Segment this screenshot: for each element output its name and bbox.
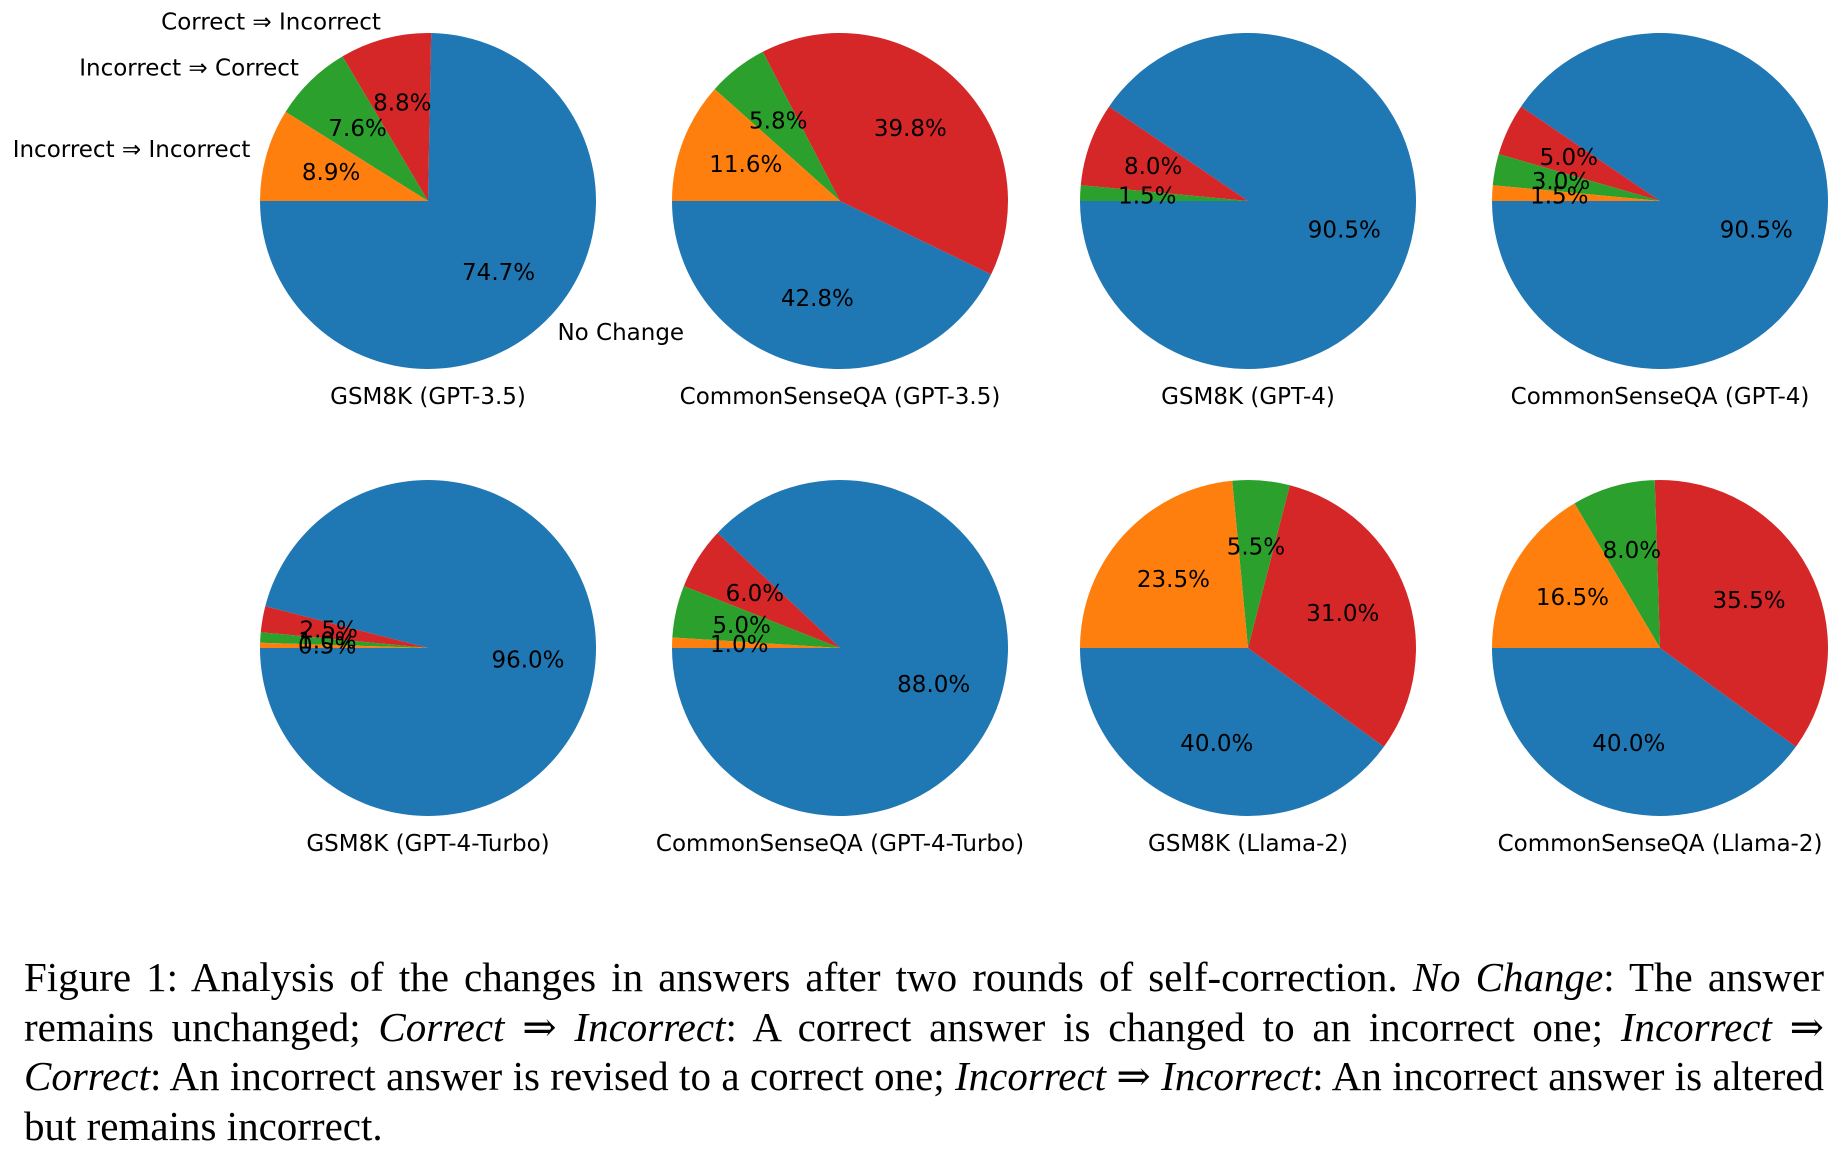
pie-title: CommonSenseQA (GPT-4) — [1511, 384, 1810, 410]
slice-value-label: 7.6% — [328, 116, 386, 142]
pie-slice-incorrect-to-correct — [1080, 185, 1248, 201]
slice-value-label: 8.0% — [1124, 154, 1182, 180]
pie-chart: 90.5% 5.0%3.0%1.5% CommonSenseQA (GPT-4) — [1492, 32, 1828, 410]
slice-value-label: 6.0% — [726, 581, 784, 607]
pie-slice-incorrect-to-incorrect — [672, 89, 840, 201]
caption-term-no-change: No Change — [1412, 954, 1604, 1000]
slice-value-label: 31.0% — [1306, 601, 1379, 627]
caption-desc-incorrect-correct: : An incorrect answer is revised to a co… — [150, 1053, 945, 1099]
pie-chart: 40.0% 31.0% 5.5% 23.5% GSM8K (Llama-2) — [1080, 480, 1416, 857]
pie-chart: 40.0% 35.5% 8.0% 16.5% CommonSenseQA (Llama-… — [1492, 479, 1828, 857]
pie-slice-no-change — [1492, 32, 1828, 369]
slice-value-label: 42.8% — [781, 286, 854, 312]
slice-value-label: 5.8% — [749, 108, 807, 134]
slice-value-label: 5.5% — [1227, 535, 1285, 561]
pie-slice-no-change — [672, 480, 1008, 817]
pie-chart: 88.0% 6.0% 5.0%1.0% CommonSenseQA (GPT-4-Tu… — [656, 480, 1024, 857]
pie-chart: 96.0% 2.5%1.0%0.5% GSM8K (GPT-4-Turbo) — [259, 480, 597, 857]
caption-term-correct-incorrect: Correct ⇒ Incorrect — [378, 1003, 726, 1050]
slice-value-label: 8.8% — [373, 91, 431, 117]
slice-value-label: 2.5% — [299, 618, 357, 644]
pie-charts-canvas: 74.7% 8.8%7.6% 8.9% GSM8K (GPT-3.5) No Chang… — [13, 9, 1828, 857]
slice-value-label: 90.5% — [1308, 218, 1381, 244]
pie-slice-incorrect-to-incorrect — [1492, 503, 1660, 648]
pie-title: GSM8K (GPT-4-Turbo) — [306, 831, 549, 857]
pie-slice-no-change — [1492, 648, 1796, 816]
pie-slice-incorrect-to-correct — [285, 56, 428, 202]
pie-title: GSM8K (Llama-2) — [1148, 831, 1348, 857]
slice-value-label: 5.0% — [712, 613, 770, 639]
slice-value-label: 1.0% — [710, 632, 768, 658]
caption-term-incorrect-incorrect: Incorrect ⇒ Incorrect — [955, 1053, 1313, 1099]
pie-slice-correct-to-incorrect — [1654, 479, 1828, 747]
caption-term-incorrect-correct: Incorrect ⇒ Correct — [24, 1003, 1825, 1100]
pie-slice-no-change — [672, 201, 992, 370]
pie-slice-correct-to-incorrect — [1498, 106, 1660, 201]
slice-value-label: 40.0% — [1592, 731, 1665, 757]
pie-slice-incorrect-to-correct — [1492, 154, 1660, 201]
pie-title: CommonSenseQA (GPT-4-Turbo) — [656, 831, 1024, 857]
pie-title: GSM8K (GPT-3.5) — [330, 384, 526, 410]
pie-slice-no-change — [260, 480, 597, 817]
pie-slice-incorrect-to-correct — [260, 632, 428, 648]
pie-slice-incorrect-to-correct — [1574, 480, 1660, 648]
pie-title: CommonSenseQA (Llama-2) — [1498, 831, 1823, 857]
pie-title: GSM8K (GPT-4) — [1161, 384, 1335, 410]
pie-slice-no-change — [260, 33, 596, 370]
slice-value-label: 23.5% — [1137, 567, 1210, 593]
pie-slice-correct-to-incorrect — [1080, 106, 1248, 201]
caption-lead: Figure 1: Analysis of the changes in ans… — [24, 954, 1398, 1000]
caption-desc-no-change: : The answer remains unchanged; — [24, 954, 1824, 1050]
pie-slice-correct-to-incorrect — [1248, 485, 1416, 747]
slice-value-label: 11.6% — [709, 152, 782, 178]
category-label-correct-to-incorrect: Correct ⇒ Incorrect — [161, 9, 381, 35]
pie-slice-correct-to-incorrect — [683, 533, 840, 648]
pie-chart: 42.8% 39.8% 5.8% 11.6% CommonSenseQA (GPT-3.… — [672, 32, 1009, 410]
pie-slice-incorrect-to-incorrect — [1492, 185, 1660, 201]
pie-slice-correct-to-incorrect — [762, 32, 1009, 275]
slice-value-label: 74.7% — [462, 260, 535, 286]
slice-value-label: 8.0% — [1603, 538, 1661, 564]
slice-value-label: 16.5% — [1536, 585, 1609, 611]
slice-value-label: 35.5% — [1713, 588, 1786, 614]
pie-chart: 90.5% 8.0% 1.5% GSM8K (GPT-4) — [1080, 32, 1417, 410]
slice-value-label: 40.0% — [1180, 731, 1253, 757]
slice-value-label: 3.0% — [1532, 169, 1590, 195]
slice-value-label: 39.8% — [874, 116, 947, 142]
pie-chart: 74.7% 8.8%7.6% 8.9% GSM8K (GPT-3.5) No Chang… — [13, 9, 684, 410]
slice-value-label: 1.0% — [298, 629, 356, 655]
pie-slice-no-change — [1080, 648, 1384, 816]
slice-value-label: 8.9% — [302, 160, 360, 186]
pie-title: CommonSenseQA (GPT-3.5) — [680, 384, 1001, 410]
pie-slice-incorrect-to-correct — [1232, 480, 1290, 648]
pie-slice-correct-to-incorrect — [260, 606, 428, 648]
pie-slice-correct-to-incorrect — [342, 33, 432, 201]
pie-slice-incorrect-to-incorrect — [259, 642, 428, 648]
slice-value-label: 1.5% — [1530, 183, 1588, 209]
category-label-incorrect-to-incorrect: Incorrect ⇒ Incorrect — [13, 137, 251, 163]
figure-caption: Figure 1: Analysis of the changes in ans… — [24, 953, 1824, 1151]
slice-value-label: 90.5% — [1720, 218, 1793, 244]
slice-value-label: 0.5% — [298, 633, 356, 659]
slice-value-label: 5.0% — [1540, 145, 1598, 171]
pie-chart-figure: 74.7% 8.8% 7.6% 8.9% GSM8K (GPT-3.5) No Chang… — [13, 9, 1828, 857]
slice-value-label: 1.5% — [1118, 183, 1176, 209]
pie-slice-incorrect-to-incorrect — [672, 637, 840, 648]
caption-desc-correct-incorrect: : A correct answer is changed to an inco… — [725, 1003, 1603, 1050]
pie-slice-incorrect-to-correct — [672, 586, 840, 648]
slice-value-label: 88.0% — [897, 672, 970, 698]
slice-value-label: 96.0% — [491, 648, 564, 674]
category-label-incorrect-to-correct: Incorrect ⇒ Correct — [79, 56, 299, 82]
pie-slice-incorrect-to-correct — [714, 51, 840, 201]
pie-slice-incorrect-to-incorrect — [260, 111, 428, 201]
pie-slice-incorrect-to-incorrect — [1080, 480, 1248, 648]
category-label-no-change: No Change — [557, 320, 684, 346]
pie-slice-no-change — [1080, 32, 1417, 369]
